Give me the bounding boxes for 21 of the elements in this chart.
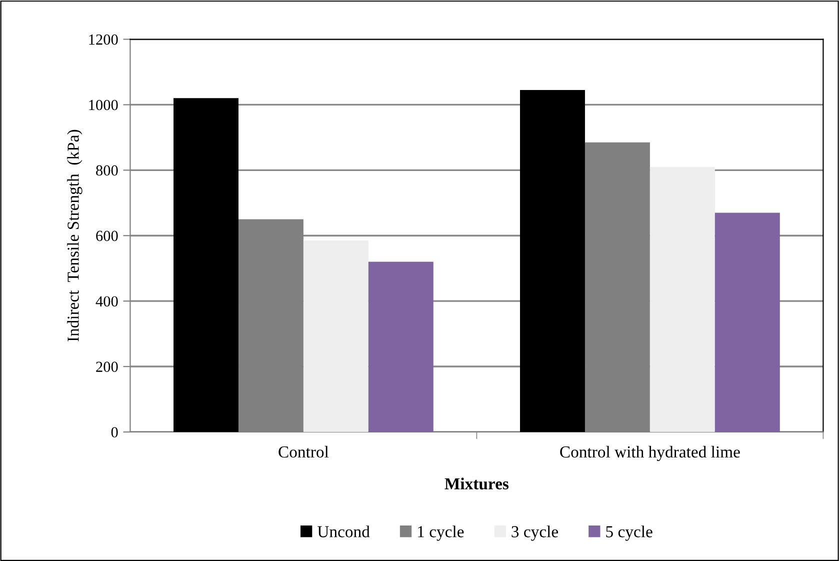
y-tick-label: 1000 [89,100,118,110]
y-tick-label: 1200 [89,34,118,45]
bar [174,98,238,432]
y-axis-title: Indirect Tensile Strength (kPa) [67,130,82,342]
legend-label: 5 cycle [606,526,652,541]
y-tick-label: 800 [96,165,118,176]
bar [368,262,434,432]
legend-label: 3 cycle [512,526,558,541]
legend-label: Uncond [318,526,370,538]
bar [520,90,585,432]
x-axis-title: Mixtures [444,478,509,490]
bar [303,240,368,432]
x-tick-label: Control [278,446,329,458]
legend-label: 1 cycle [418,526,464,541]
y-tick-label: 400 [96,296,118,307]
y-tick-label: 0 [111,427,118,438]
y-tick-label: 600 [96,230,118,242]
bar [714,212,780,432]
bar [650,166,715,432]
y-tick-label: 200 [96,362,118,372]
x-tick-label: Control with hydrated lime [560,446,740,462]
